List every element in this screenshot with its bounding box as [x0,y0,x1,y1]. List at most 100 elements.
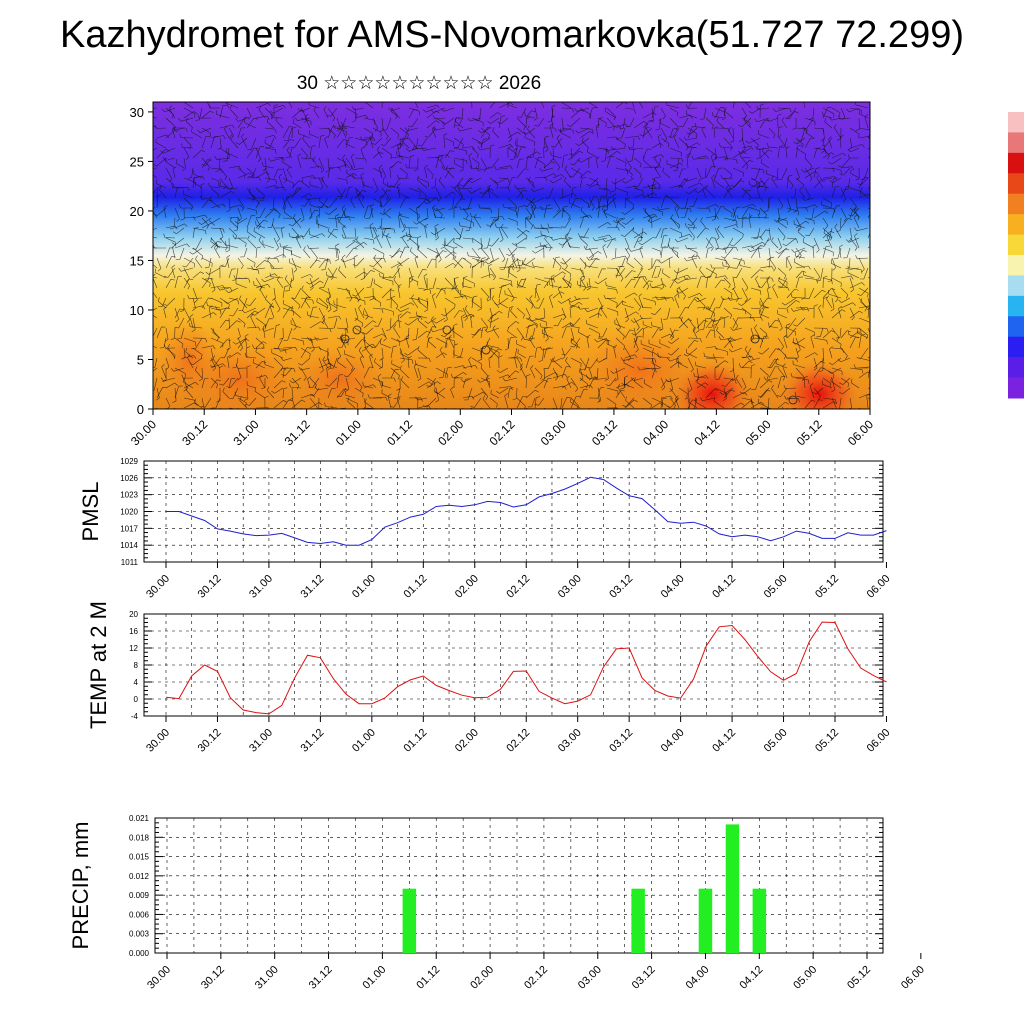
wind-barb [750,167,765,174]
wind-barb [462,237,474,243]
wind-barb [858,257,865,273]
wind-barb [766,227,771,242]
wind-barb [705,319,717,329]
wind-barb [705,117,714,130]
wind-barb [480,138,488,149]
wind-barb [828,290,842,299]
wind-barb [405,232,419,239]
wind-barb [849,310,863,319]
wind-barb [336,216,351,221]
wind-barb [654,155,662,169]
wind-barb [237,367,242,381]
wind-barb [255,115,270,120]
wind-barb [529,147,536,158]
wind-barb [561,257,568,270]
wind-barb [343,211,356,219]
wind-barb [822,217,829,229]
wind-barb [597,205,604,219]
x-tick-label: 05.12 [845,964,873,992]
wind-barb [620,227,635,237]
wind-barb [660,277,664,290]
wind-barb [181,157,186,171]
wind-barb [842,247,851,259]
wind-barb [338,266,347,279]
x-tick-label: 31.00 [247,727,275,755]
wind-barb [612,193,617,209]
wind-barb [714,366,719,378]
wind-barb [732,402,745,409]
wind-barb [516,397,526,409]
wind-barb [450,373,464,379]
wind-barb [232,267,239,281]
wind-barb [201,217,209,229]
wind-barb [584,307,599,313]
wind-barb [471,147,479,159]
wind-barb [706,307,716,319]
wind-barb [453,377,459,389]
wind-barb [759,380,773,389]
wind-barb [700,217,707,229]
wind-barb [777,113,782,129]
wind-barb [194,398,203,409]
y-tick-label: 15 [130,253,144,268]
y-tick-label: 0.012 [129,872,150,881]
wind-barb [561,326,571,339]
wind-barb [669,162,684,169]
wind-barb [354,317,364,328]
y-tick-label: 20 [130,204,144,219]
wind-barb [426,157,440,162]
wind-barb [187,167,194,179]
wind-barb [454,116,464,129]
wind-barb [187,294,203,299]
wind-barb [597,297,603,310]
wind-barb [408,267,414,283]
wind-barb [308,377,320,389]
wind-barb [211,397,221,409]
wind-barb [183,402,198,409]
wind-barb [457,183,464,199]
wind-barb [517,107,527,118]
wind-barb [163,344,176,349]
wind-barb [244,352,257,359]
wind-barb [372,297,382,307]
wind-barb [579,107,592,119]
wind-barb [381,228,390,239]
wind-barb [732,257,745,265]
wind-barb [651,321,662,329]
wind-barb [735,374,743,389]
wind-barb [516,339,527,349]
wind-barb [606,226,620,231]
wind-barb [444,297,456,309]
wind-barb [212,328,221,339]
x-tick-label: 01.00 [361,964,389,992]
wind-barb [291,287,302,299]
wind-barb [397,284,402,299]
wind-barb [813,399,823,409]
wind-barb [272,224,284,229]
wind-barb [456,347,464,358]
precip-bar [698,888,713,953]
wind-barb [321,257,329,271]
wind-barb [404,223,419,229]
wind-barb [489,267,496,281]
wind-barb [597,222,611,229]
wind-barb [486,374,491,389]
wind-barb [732,267,743,278]
wind-barb [723,377,737,384]
wind-barb [822,245,831,259]
wind-barb [303,246,311,259]
wind-barb [322,356,329,369]
wind-barb [271,348,284,359]
wind-barb [237,338,250,349]
wind-barb [266,386,275,399]
wind-barb [354,307,359,322]
wind-barb [628,147,635,162]
wind-barb [687,127,698,138]
wind-barb [396,174,410,179]
wind-barb [660,297,675,302]
x-tick-label: 05.00 [762,727,790,755]
wind-barb [502,377,518,382]
wind-barb [777,217,788,225]
wind-barb [603,294,617,299]
